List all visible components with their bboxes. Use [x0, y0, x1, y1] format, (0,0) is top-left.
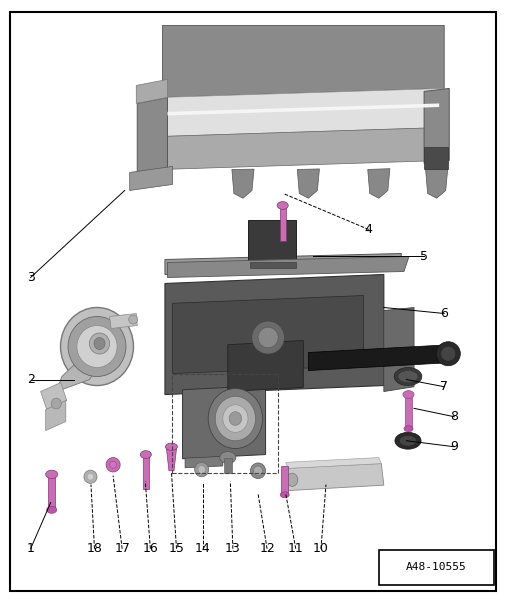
Bar: [279, 206, 286, 241]
Ellipse shape: [253, 466, 262, 476]
Ellipse shape: [94, 338, 105, 350]
Ellipse shape: [435, 342, 460, 366]
Bar: [48, 475, 55, 510]
Ellipse shape: [165, 443, 177, 450]
Polygon shape: [172, 295, 363, 373]
Polygon shape: [425, 168, 447, 198]
Text: 16: 16: [142, 542, 158, 555]
Ellipse shape: [440, 346, 455, 361]
Ellipse shape: [398, 435, 416, 446]
Text: 15: 15: [168, 542, 184, 555]
Text: 4: 4: [364, 223, 372, 236]
Polygon shape: [165, 274, 383, 394]
Polygon shape: [165, 253, 400, 274]
Polygon shape: [110, 314, 137, 329]
Bar: [281, 466, 287, 495]
Ellipse shape: [89, 333, 110, 354]
Polygon shape: [40, 382, 67, 409]
Ellipse shape: [84, 470, 97, 484]
Ellipse shape: [77, 326, 117, 367]
Text: 10: 10: [313, 542, 328, 555]
Ellipse shape: [394, 432, 420, 449]
Text: 17: 17: [114, 542, 130, 555]
Polygon shape: [367, 169, 389, 198]
Polygon shape: [227, 341, 302, 391]
Polygon shape: [162, 25, 443, 98]
Ellipse shape: [250, 463, 265, 479]
Ellipse shape: [140, 450, 151, 458]
Polygon shape: [297, 169, 319, 198]
Polygon shape: [137, 98, 167, 175]
Polygon shape: [167, 256, 408, 277]
Text: 9: 9: [449, 440, 458, 453]
Polygon shape: [185, 456, 222, 468]
Text: 13: 13: [225, 542, 240, 555]
FancyBboxPatch shape: [423, 147, 447, 169]
Polygon shape: [166, 449, 176, 471]
Polygon shape: [284, 464, 383, 491]
Polygon shape: [308, 345, 448, 370]
Ellipse shape: [51, 398, 61, 409]
Text: 12: 12: [259, 542, 274, 555]
Ellipse shape: [402, 391, 413, 399]
Polygon shape: [285, 458, 381, 469]
Ellipse shape: [229, 412, 241, 426]
Text: 6: 6: [439, 307, 447, 320]
Text: 5: 5: [419, 250, 427, 263]
Text: 3: 3: [27, 271, 34, 284]
Text: 18: 18: [86, 542, 102, 555]
Ellipse shape: [403, 426, 412, 432]
Ellipse shape: [68, 317, 126, 376]
Polygon shape: [423, 89, 448, 163]
Ellipse shape: [46, 506, 57, 513]
Polygon shape: [57, 362, 102, 391]
Polygon shape: [167, 104, 438, 115]
Bar: [142, 456, 149, 489]
Ellipse shape: [208, 388, 262, 449]
Text: 7: 7: [439, 380, 447, 393]
Ellipse shape: [393, 367, 421, 385]
Ellipse shape: [197, 466, 205, 473]
Polygon shape: [231, 169, 254, 198]
Ellipse shape: [194, 463, 208, 477]
Polygon shape: [162, 89, 443, 136]
Polygon shape: [129, 166, 172, 191]
Ellipse shape: [87, 473, 93, 480]
Ellipse shape: [128, 315, 137, 324]
Text: 8: 8: [449, 410, 458, 423]
Ellipse shape: [45, 470, 58, 479]
FancyBboxPatch shape: [247, 221, 295, 265]
Bar: [172, 373, 278, 473]
Text: 2: 2: [27, 373, 34, 386]
Ellipse shape: [280, 492, 289, 497]
Ellipse shape: [258, 327, 278, 348]
Ellipse shape: [110, 461, 116, 469]
Ellipse shape: [61, 308, 133, 385]
Ellipse shape: [219, 452, 235, 464]
Ellipse shape: [251, 321, 284, 354]
Polygon shape: [136, 80, 167, 104]
Ellipse shape: [397, 370, 417, 382]
Text: 11: 11: [287, 542, 303, 555]
Polygon shape: [182, 385, 265, 459]
Polygon shape: [45, 400, 66, 431]
Ellipse shape: [277, 201, 288, 209]
Bar: [223, 458, 231, 473]
Bar: [404, 396, 411, 429]
Ellipse shape: [215, 396, 255, 441]
Text: 14: 14: [194, 542, 210, 555]
Bar: [378, 550, 492, 585]
Ellipse shape: [222, 405, 247, 432]
FancyBboxPatch shape: [250, 262, 295, 268]
Text: 1: 1: [27, 542, 34, 555]
Text: A48-10555: A48-10555: [405, 563, 466, 572]
Ellipse shape: [106, 458, 120, 472]
Polygon shape: [383, 308, 413, 391]
Polygon shape: [162, 127, 443, 169]
Ellipse shape: [286, 473, 297, 487]
